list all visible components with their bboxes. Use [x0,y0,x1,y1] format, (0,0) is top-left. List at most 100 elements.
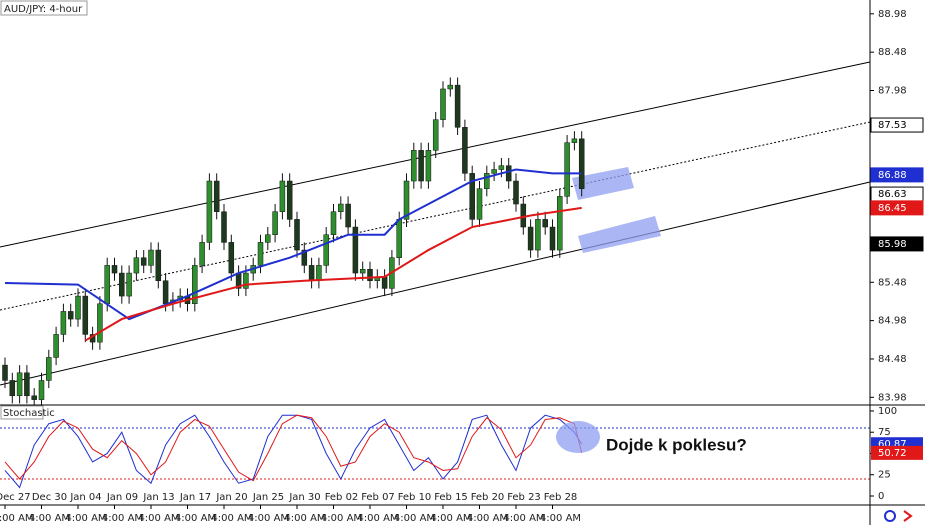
x-time-label: 4:00 AM [284,513,325,524]
candle-body [126,272,132,297]
candle-body [265,234,271,243]
candle-body [228,242,235,274]
x-tick-label: Feb 23 [507,492,541,503]
price-label: 87.53 [878,120,907,131]
candle-body [440,88,446,120]
candle-body [97,303,103,343]
icon[interactable] [903,510,913,522]
candle-body [308,265,315,281]
candle-body [520,203,527,228]
candle-body [243,272,249,289]
value-label: 60.87 [878,439,907,450]
candle-body [425,150,432,182]
y-tick-label: 83.98 [878,392,907,403]
candle-body [476,188,483,220]
y-tick-label: 88.48 [878,47,907,58]
price-label-box [870,167,924,183]
candle-body [206,180,213,243]
candle-body [338,203,344,212]
candle-body [359,268,366,274]
price-label-box [870,200,924,216]
x-tick-label: Dec 30 [32,492,67,503]
x-tick-label: Feb 07 [361,492,395,503]
y-tick-label: 0 [878,491,884,502]
channel [0,61,871,386]
candle-body [462,127,468,174]
candle-body [119,272,125,297]
candle-body [454,84,461,128]
x-time-label: 4:00 AM [102,513,143,524]
candle-body [133,257,140,274]
candle-body [345,203,351,228]
candle-body [403,180,410,220]
plot [0,77,870,489]
x-tick-label: Jan 09 [106,492,138,503]
icon[interactable] [884,510,896,522]
price-label: 86.45 [878,203,907,214]
candle-body [272,211,278,235]
candle-body [352,226,359,274]
candle-body [418,150,424,182]
annotation: Dojde k poklesu? [606,435,747,454]
x-time-label: 4:00 AM [29,513,70,524]
candle-body [199,242,205,266]
channel-upper [0,61,871,248]
candle-body [484,173,490,189]
title-box [0,0,88,16]
x-time-label: 4:00 AM [394,513,435,524]
candle-body [31,395,37,400]
moving-average [84,206,582,342]
x-tick-label: Jan 17 [179,492,211,503]
candle-body [491,169,497,174]
highlight-box [578,216,661,253]
x-time-label: 4:00 AM [321,513,362,524]
candle-body [323,234,329,266]
title-box [0,405,44,420]
candle-body [60,311,67,335]
x-time-label: 4:00 AM [503,513,544,524]
x-tick-label: Feb 02 [325,492,359,503]
x-tick-label: Feb 10 [398,492,432,503]
x-tick-label: Feb 15 [434,492,468,503]
x-time-label: 4:00 AM [138,513,179,524]
candle-body [381,276,388,289]
candle-body [75,295,81,320]
candle-body [104,265,110,305]
price-label: 86.88 [878,170,907,181]
candle-body [53,334,59,358]
x-time-label: 4:00 AM [540,513,581,524]
candle-body [148,249,154,266]
candle-body [396,219,402,258]
channel-lower [0,181,871,386]
candle-body [557,196,563,251]
candle-body [111,265,118,274]
candle-body [24,372,30,397]
candle-body [9,380,16,397]
y-tick-label: 88.98 [878,9,907,20]
candle-body [67,311,74,320]
candle-body [192,265,198,305]
y-tick-label: 87.98 [878,86,907,97]
candle-body [535,219,541,251]
y-tick-label: 100 [878,406,897,417]
candle-body [162,280,169,305]
x-time-label: 4:00 AM [175,513,216,524]
x-tick-label: Feb 20 [471,492,505,503]
x-time-label: 4:00 AM [467,513,508,524]
x-time-label: 4:00 AM [248,513,289,524]
candle-body [542,219,548,228]
stochastic-line [4,414,583,482]
price-label: 85.98 [878,239,907,250]
candle-body [469,173,475,220]
highlight-ellipse [556,421,600,453]
x-tick-label: Jan 04 [69,492,101,503]
x-tick-label: Jan 20 [215,492,247,503]
y-tick-label: 84.98 [878,316,907,327]
candle-body [367,268,373,281]
candle-body [447,84,454,90]
candle-body [578,138,585,189]
candle-body [155,249,162,281]
x-time-label: 4:00 AM [357,513,398,524]
candle-body [38,380,45,400]
